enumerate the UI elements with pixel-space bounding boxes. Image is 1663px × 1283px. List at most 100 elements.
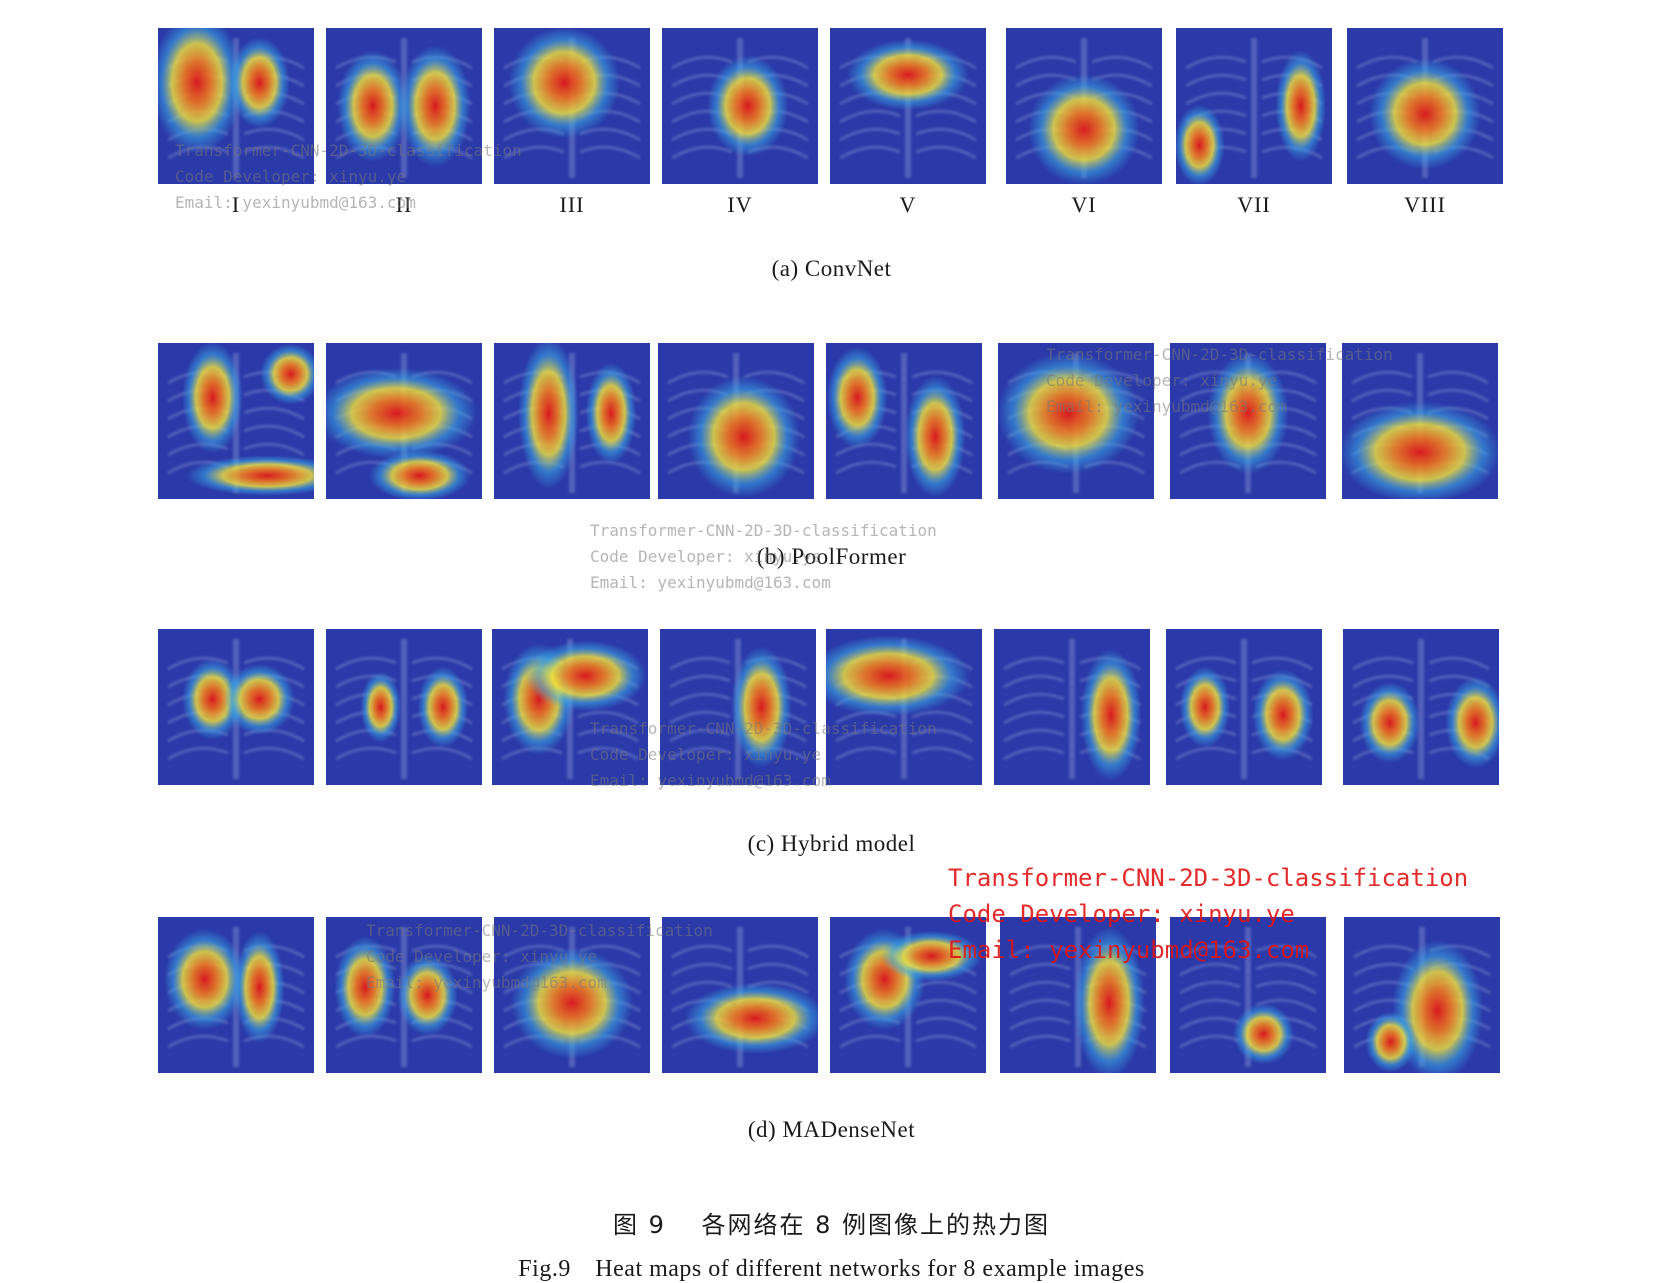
figure-caption-chinese: 图 9 各网络在 8 例图像上的热力图 <box>612 1211 1051 1239</box>
panel-a-row <box>158 28 1503 186</box>
heat-spot <box>1179 666 1231 748</box>
heatmap-a-3 <box>494 28 650 184</box>
heatmap-graphic <box>1343 629 1499 785</box>
column-label-4: IV <box>727 192 753 217</box>
heat-spot <box>1080 648 1142 781</box>
heat-spot <box>337 50 409 162</box>
heatmap-graphic <box>158 917 314 1073</box>
heat-spot <box>1176 104 1225 184</box>
heat-spot <box>826 635 970 717</box>
heat-spot <box>518 343 580 490</box>
heatmap-graphic <box>826 629 982 785</box>
heatmap-graphic <box>1006 28 1162 184</box>
heatmap-c-3 <box>492 629 648 785</box>
caption-c: (c) Hybrid model <box>747 831 916 856</box>
heat-spot <box>684 982 818 1054</box>
heat-spot <box>417 666 469 748</box>
heatmap-d-5 <box>830 917 986 1073</box>
heatmap-graphic <box>830 917 986 1073</box>
heatmap-b-5 <box>826 343 982 499</box>
heatmap-c-5 <box>826 629 982 785</box>
heat-spot <box>158 28 243 154</box>
heat-spot <box>688 375 800 498</box>
heatmap-graphic <box>494 917 650 1073</box>
heat-spot <box>1028 73 1140 184</box>
heat-spot <box>511 947 633 1059</box>
heatmap-d-6 <box>1000 917 1156 1073</box>
heatmap-graphic <box>662 917 818 1073</box>
heatmap-a-8 <box>1347 28 1503 184</box>
heat-spot <box>1445 676 1499 769</box>
heatmap-graphic <box>158 343 314 499</box>
heatmap-a-7 <box>1176 28 1332 184</box>
heat-spot <box>326 367 478 459</box>
heat-spot <box>1369 58 1481 170</box>
column-label-8: VIII <box>1404 192 1446 217</box>
heatmap-b-6 <box>998 343 1154 499</box>
heatmap-graphic <box>1170 917 1326 1073</box>
heatmap-b-7 <box>1170 343 1326 499</box>
heatmap-a-1 <box>158 28 314 184</box>
panel-c-row <box>158 629 1503 787</box>
heat-spot <box>508 28 620 139</box>
heatmap-a-2 <box>326 28 482 184</box>
heat-spot <box>1073 926 1145 1073</box>
heatmap-c-8 <box>1343 629 1499 785</box>
heatmap-c-6 <box>994 629 1150 785</box>
figure-caption-english: Fig.9 Heat maps of different networks fo… <box>518 1256 1145 1282</box>
heatmap-graphic <box>1166 629 1322 785</box>
heatmap-graphic <box>662 28 818 184</box>
heatmap-graphic <box>158 629 314 785</box>
caption-a: (a) ConvNet <box>771 256 892 281</box>
heatmap-graphic <box>158 28 314 184</box>
heatmap-b-3 <box>494 343 650 499</box>
heat-spot <box>228 36 290 129</box>
heatmap-c-7 <box>1166 629 1322 785</box>
heatmap-graphic <box>826 343 982 499</box>
heat-spot <box>368 450 471 499</box>
heatmap-b-4 <box>658 343 814 499</box>
heatmap-b-2 <box>326 343 482 499</box>
column-label-3: III <box>559 192 585 217</box>
heatmap-d-3 <box>494 917 650 1073</box>
column-label-7: VII <box>1237 192 1271 217</box>
heat-spot <box>730 646 792 768</box>
heat-spot <box>1275 50 1327 162</box>
watermark-red-line1: Transformer-CNN-2D-3D-classification <box>948 864 1469 892</box>
heatmap-graphic <box>494 28 650 184</box>
heat-spot <box>1365 1011 1417 1073</box>
column-label-2: II <box>395 192 413 217</box>
column-label-1: I <box>231 192 241 217</box>
heat-spot <box>524 640 647 712</box>
heatmap-c-2 <box>326 629 482 785</box>
column-label-5: V <box>899 192 917 217</box>
heat-spot <box>707 55 789 157</box>
heat-spot <box>1207 352 1289 475</box>
heat-spot <box>1359 682 1421 764</box>
heat-spot <box>880 930 983 982</box>
panel-b-row <box>158 343 1503 501</box>
heat-spot <box>260 343 314 405</box>
watermark-3-line3: Email: yexinyubmd@163.com <box>590 573 831 592</box>
heatmap-a-4 <box>662 28 818 184</box>
heatmap-graphic <box>1176 28 1332 184</box>
heat-spot <box>234 931 285 1043</box>
watermark-3-line1: Transformer-CNN-2D-3D-classification <box>590 521 937 540</box>
heat-spot <box>182 658 244 740</box>
heat-spot <box>182 343 244 454</box>
heat-spot <box>399 45 471 167</box>
heatmap-graphic <box>326 629 482 785</box>
heatmap-d-1 <box>158 917 314 1073</box>
heat-spot <box>186 455 314 496</box>
caption-b: (b) PoolFormer <box>756 544 907 569</box>
heatmap-d-7 <box>1170 917 1326 1073</box>
heatmap-graphic <box>1344 917 1500 1073</box>
heat-spot <box>1252 669 1314 761</box>
heatmap-graphic <box>830 28 986 184</box>
heat-spot <box>334 936 396 1038</box>
panel-d-row <box>158 917 1503 1075</box>
heat-spot <box>396 954 458 1036</box>
heatmap-a-6 <box>1006 28 1162 184</box>
heatmap-c-4 <box>660 629 816 785</box>
heatmap-graphic <box>326 343 482 499</box>
